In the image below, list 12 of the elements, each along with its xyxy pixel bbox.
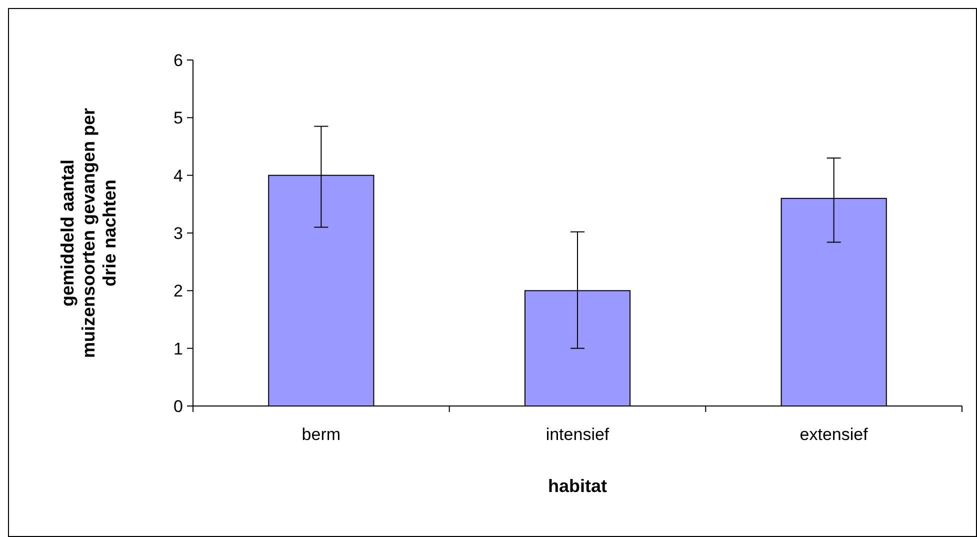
x-tick-label: intensief: [546, 425, 610, 444]
y-tick-label: 5: [174, 108, 183, 128]
y-tick-label: 4: [174, 166, 183, 186]
y-tick-label: 0: [174, 396, 183, 416]
x-tick-label: extensief: [800, 425, 868, 444]
y-axis-title: gemiddeld aantal muizensoorten gevangen per drie nachten: [57, 108, 120, 358]
x-axis-title: habitat: [548, 476, 608, 496]
y-tick-label: 1: [174, 339, 183, 358]
x-tick-label: berm: [302, 425, 341, 444]
y-tick-label: 2: [174, 282, 183, 301]
y-tick-label: 6: [174, 50, 183, 70]
y-tick-label: 3: [174, 224, 183, 243]
